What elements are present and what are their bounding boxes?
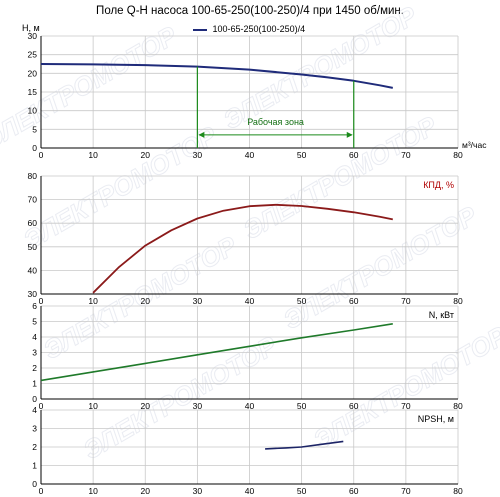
- chart-title: Поле Q-H насоса 100-65-250(100-250)/4 пр…: [96, 5, 404, 17]
- y-tick-label: 30: [28, 289, 38, 299]
- x-tick-label: 70: [401, 486, 411, 496]
- x-tick-label: 60: [349, 401, 359, 411]
- series-line-npsh: [265, 440, 344, 450]
- watermark-text: ЭЛЕКТРОМОТОР: [238, 110, 442, 245]
- x-tick-label: 50: [297, 150, 307, 160]
- panel-efficiency: [40, 175, 459, 295]
- watermark-text: ЭЛЕКТРОМОТОР: [18, 120, 222, 255]
- legend-label: 100-65-250(100-250)/4: [212, 24, 306, 34]
- x-tick-label: 30: [193, 150, 203, 160]
- y-tick-label: 5: [32, 124, 37, 134]
- y-tick-label: 25: [28, 50, 38, 60]
- y-tick-label: 1: [32, 461, 37, 471]
- y-tick-label: 30: [28, 31, 38, 41]
- y-tick-label: 15: [28, 87, 38, 97]
- work-zone-label: Рабочая зона: [247, 117, 304, 127]
- y-tick-label: 40: [28, 265, 38, 275]
- y-axis-label: NPSH, м: [418, 414, 454, 424]
- x-tick-label: 50: [297, 401, 307, 411]
- watermark-text: ЭЛЕКТРОМОТОР: [218, 0, 422, 135]
- x-tick-label: 70: [401, 150, 411, 160]
- panel-npsh: [40, 409, 459, 485]
- x-tick-label: 30: [193, 486, 203, 496]
- panel-power: [40, 305, 459, 400]
- watermark-text: ЭЛЕКТРОМОТОР: [308, 320, 500, 455]
- x-tick-label: 80: [453, 401, 463, 411]
- x-axis-label: м³/час: [462, 140, 487, 150]
- x-tick-label: 20: [141, 486, 151, 496]
- y-tick-label: 20: [28, 68, 38, 78]
- x-tick-label: 70: [401, 296, 411, 306]
- x-tick-label: 80: [453, 150, 463, 160]
- y-tick-label: 5: [32, 317, 37, 327]
- y-tick-label: 4: [32, 405, 37, 415]
- x-tick-label: 70: [401, 401, 411, 411]
- work-zone-arrow-head-right: [346, 131, 353, 138]
- y-tick-label: 0: [32, 479, 37, 489]
- x-tick-label: 50: [297, 486, 307, 496]
- y-tick-label: 1: [32, 379, 37, 389]
- legend: 100-65-250(100-250)/4: [193, 24, 305, 34]
- x-tick-label: 80: [453, 296, 463, 306]
- y-tick-label: 60: [28, 218, 38, 228]
- y-axis-label: N, кВт: [429, 310, 454, 320]
- x-tick-label: 40: [245, 150, 255, 160]
- series-line-power: [40, 323, 393, 382]
- x-tick-label: 60: [349, 150, 359, 160]
- y-tick-label: 70: [28, 195, 38, 205]
- y-tick-label: 6: [32, 301, 37, 311]
- x-tick-label: 10: [88, 486, 98, 496]
- y-tick-label: 4: [32, 332, 37, 342]
- x-tick-label: 0: [39, 150, 44, 160]
- series-line-efficiency: [92, 203, 393, 294]
- x-tick-label: 80: [453, 486, 463, 496]
- x-tick-label: 20: [141, 150, 151, 160]
- x-tick-label: 30: [193, 401, 203, 411]
- y-tick-label: 10: [28, 106, 38, 116]
- panel-head: [40, 35, 459, 149]
- y-axis-label: H, м: [22, 23, 40, 33]
- x-tick-label: 40: [245, 296, 255, 306]
- x-tick-label: 40: [245, 401, 255, 411]
- x-tick-label: 60: [349, 296, 359, 306]
- watermark-text: ЭЛЕКТРОМОТОР: [78, 330, 282, 465]
- y-tick-label: 0: [32, 143, 37, 153]
- y-axis-label: КПД, %: [423, 180, 454, 190]
- y-tick-label: 50: [28, 242, 38, 252]
- x-tick-label: 20: [141, 401, 151, 411]
- y-tick-label: 2: [32, 363, 37, 373]
- x-tick-label: 50: [297, 296, 307, 306]
- legend-swatch: [193, 28, 207, 31]
- x-tick-label: 30: [193, 296, 203, 306]
- y-tick-label: 3: [32, 348, 37, 358]
- x-tick-label: 20: [141, 296, 151, 306]
- y-tick-label: 3: [32, 424, 37, 434]
- x-tick-label: 10: [88, 296, 98, 306]
- x-tick-label: 0: [39, 296, 44, 306]
- x-tick-label: 10: [88, 401, 98, 411]
- work-zone-arrow-head-left: [198, 131, 205, 138]
- x-tick-label: 10: [88, 150, 98, 160]
- y-tick-label: 80: [28, 171, 38, 181]
- x-tick-label: 60: [349, 486, 359, 496]
- y-tick-label: 0: [32, 394, 37, 404]
- x-tick-label: 0: [39, 486, 44, 496]
- y-tick-label: 2: [32, 442, 37, 452]
- x-tick-label: 0: [39, 401, 44, 411]
- x-tick-label: 40: [245, 486, 255, 496]
- series-line-head: [40, 63, 393, 89]
